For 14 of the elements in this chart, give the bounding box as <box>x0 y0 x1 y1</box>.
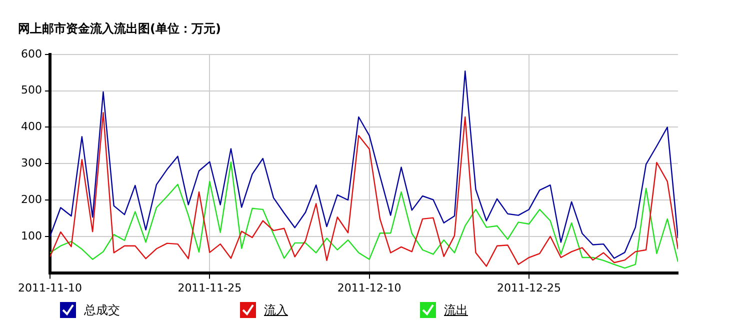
y-tick-label: 400 <box>20 120 42 134</box>
chart-title: 网上邮市资金流入流出图(单位：万元) <box>18 21 221 36</box>
y-tick-label: 600 <box>20 47 42 60</box>
legend-label: 流入 <box>264 302 288 318</box>
y-tick-label: 500 <box>20 84 42 97</box>
y-tick-label: 300 <box>20 156 42 170</box>
y-tick-label: 100 <box>20 229 42 242</box>
legend-label: 流出 <box>444 302 468 318</box>
legend-label: 总成交 <box>84 302 120 318</box>
x-tick-label: 2011-11-25 <box>178 281 242 294</box>
x-tick-label: 2011-11-10 <box>18 281 82 294</box>
y-tick-label: 200 <box>20 192 42 206</box>
x-tick-label: 2011-12-25 <box>497 281 561 294</box>
x-tick-label: 2011-12-10 <box>337 281 402 294</box>
